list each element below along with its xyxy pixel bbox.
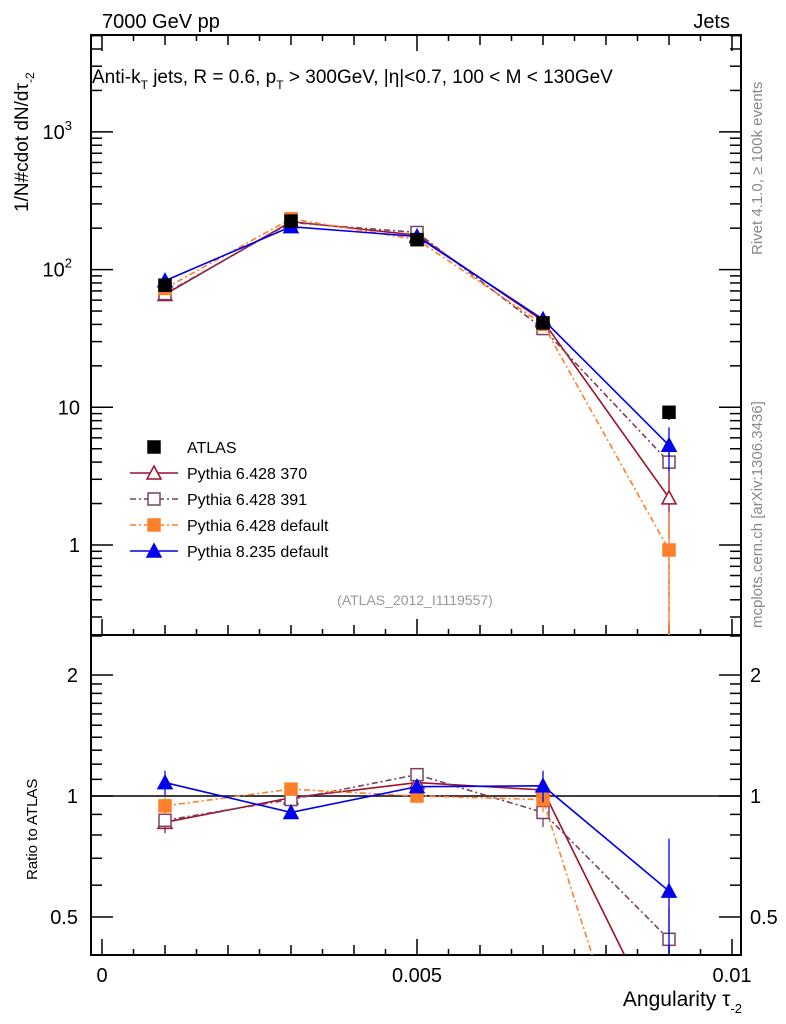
y-tick-label-base: 10	[58, 397, 80, 419]
title-part: jets, R = 0.6, p	[148, 67, 276, 88]
title-sub: T	[141, 78, 149, 92]
ratio-y-tick-label-left: 1	[67, 786, 78, 808]
ratio-point-pythia-8-235-default	[156, 773, 174, 790]
ratio-line-pythia-6-428-370	[164, 781, 626, 956]
x-axis-label-sub: -2	[730, 1001, 742, 1016]
header-left: 7000 GeV pp	[102, 11, 220, 33]
legend-label-atlas: ATLAS	[187, 440, 237, 457]
data-point-pythia-6-428-default	[662, 543, 676, 557]
main-series-group	[156, 212, 678, 635]
ratio-point-pythia-6-428-default	[158, 799, 172, 813]
ratio-y-tick-label-left: 0.5	[50, 907, 78, 929]
ratio-y-tick-label-right: 1	[750, 786, 761, 808]
series-line-pythia-6-428-391	[164, 221, 670, 463]
y-tick-label-exponent: 2	[65, 256, 72, 271]
legend-marker-atlas	[147, 440, 161, 454]
y-axis-label-sub: -2	[23, 72, 37, 83]
ratio-series-group	[156, 767, 678, 956]
data-point-pythia-8-235-default	[660, 436, 678, 453]
ratio-y-tick-label-left: 2	[67, 665, 78, 687]
series-line-pythia-6-428-370	[164, 220, 670, 499]
legend-label-pythia-6-428-391: Pythia 6.428 391	[187, 492, 307, 509]
title-part: Anti-k	[92, 67, 141, 88]
title-part: > 300GeV, |η|<0.7, 100 < M < 130GeV	[284, 67, 614, 88]
ratio-point-pythia-8-235-default	[534, 777, 552, 793]
y-tick-label: 1	[69, 535, 80, 557]
ratio-panel-frame	[90, 634, 742, 956]
data-point-atlas	[410, 232, 424, 247]
y-tick-label-base: 10	[43, 260, 65, 282]
data-point-pythia-6-428-370	[660, 489, 678, 505]
rivet-label: Rivet 4.1.0, ≥ 100k events	[749, 82, 766, 255]
data-point-atlas	[662, 405, 676, 420]
data-point-atlas	[536, 316, 550, 330]
ratio-point-pythia-8-235-default	[408, 778, 426, 794]
series-line-pythia-8-235-default	[164, 225, 670, 446]
y-axis-label: 1/N#cdot dN/dτ-2	[12, 72, 37, 212]
y-tick-label: 102	[43, 256, 72, 282]
ratio-point-pythia-6-428-391	[158, 813, 172, 828]
title-sub: T	[276, 78, 284, 92]
y-tick-label: 103	[43, 118, 72, 144]
legend-marker-pythia-8-235-default	[145, 542, 163, 558]
analysis-tag: (ATLAS_2012_I1119557)	[337, 592, 493, 608]
y-tick-label-base: 10	[43, 122, 65, 144]
x-tick-label: 0.01	[713, 965, 752, 987]
legend-label-pythia-6-428-default: Pythia 6.428 default	[187, 518, 329, 535]
y-tick-label: 10	[58, 397, 80, 419]
mcplots-label: mcplots.cern.ch [arXiv:1306.3436]	[749, 401, 766, 628]
legend-label-pythia-8-235-default: Pythia 8.235 default	[187, 544, 329, 561]
x-tick-label: 0	[96, 965, 107, 987]
ratio-y-tick-label-right: 0.5	[750, 907, 778, 929]
ratio-point-pythia-8-235-default	[660, 882, 678, 898]
header-right: Jets	[693, 11, 730, 33]
legend-marker-pythia-6-428-391	[147, 492, 161, 506]
ratio-line-pythia-6-428-default	[164, 788, 593, 956]
legend-marker-pythia-6-428-370	[145, 464, 163, 480]
y-tick-label-exponent: 3	[65, 118, 72, 133]
x-tick-label: 0.005	[392, 965, 442, 987]
data-point-atlas	[284, 214, 298, 228]
x-axis-label: Angularity τ-2	[623, 988, 742, 1016]
ratio-point-pythia-8-235-default	[282, 803, 300, 820]
data-point-atlas	[158, 278, 172, 292]
legend-marker-pythia-6-428-default	[147, 518, 161, 532]
y-tick-label-base: 1	[69, 535, 80, 557]
ratio-y-axis-label: Ratio to ATLAS	[24, 779, 41, 880]
ratio-point-pythia-6-428-default	[284, 782, 298, 796]
plot-title: Anti-kT jets, R = 0.6, pT > 300GeV, |η|<…	[92, 67, 613, 92]
x-axis-label-main: Angularity τ	[623, 988, 731, 1011]
ratio-y-tick-label-right: 2	[750, 665, 761, 687]
legend-label-pythia-6-428-370: Pythia 6.428 370	[187, 466, 307, 483]
y-axis-label-main: 1/N#cdot dN/dτ	[12, 83, 33, 212]
